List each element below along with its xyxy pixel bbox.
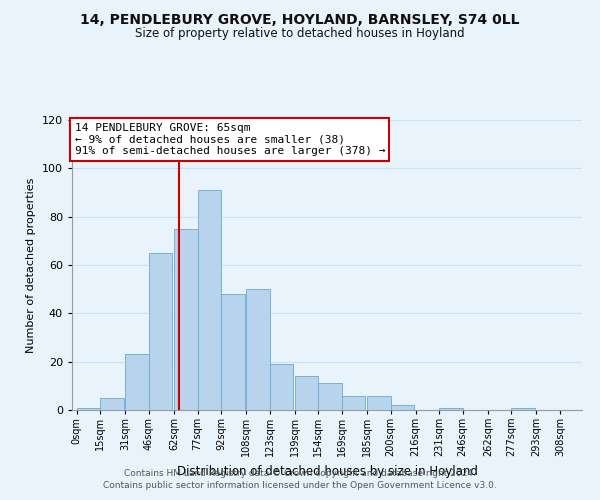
Bar	[295, 376, 319, 410]
Bar	[77, 408, 100, 410]
Bar	[439, 408, 463, 410]
Bar	[342, 396, 365, 410]
Text: 14, PENDLEBURY GROVE, HOYLAND, BARNSLEY, S74 0LL: 14, PENDLEBURY GROVE, HOYLAND, BARNSLEY,…	[80, 12, 520, 26]
Bar	[319, 384, 342, 410]
Text: Contains HM Land Registry data © Crown copyright and database right 2024.: Contains HM Land Registry data © Crown c…	[124, 468, 476, 477]
Bar	[197, 190, 221, 410]
Bar	[246, 289, 270, 410]
Bar	[367, 396, 391, 410]
Bar	[149, 253, 172, 410]
Text: Size of property relative to detached houses in Hoyland: Size of property relative to detached ho…	[135, 28, 465, 40]
Bar	[100, 398, 124, 410]
Bar	[221, 294, 245, 410]
Y-axis label: Number of detached properties: Number of detached properties	[26, 178, 36, 352]
Text: Contains public sector information licensed under the Open Government Licence v3: Contains public sector information licen…	[103, 481, 497, 490]
Bar	[270, 364, 293, 410]
Text: 14 PENDLEBURY GROVE: 65sqm
← 9% of detached houses are smaller (38)
91% of semi-: 14 PENDLEBURY GROVE: 65sqm ← 9% of detac…	[74, 123, 385, 156]
X-axis label: Distribution of detached houses by size in Hoyland: Distribution of detached houses by size …	[176, 465, 478, 478]
Bar	[391, 405, 414, 410]
Bar	[174, 229, 197, 410]
Bar	[125, 354, 149, 410]
Bar	[511, 408, 535, 410]
